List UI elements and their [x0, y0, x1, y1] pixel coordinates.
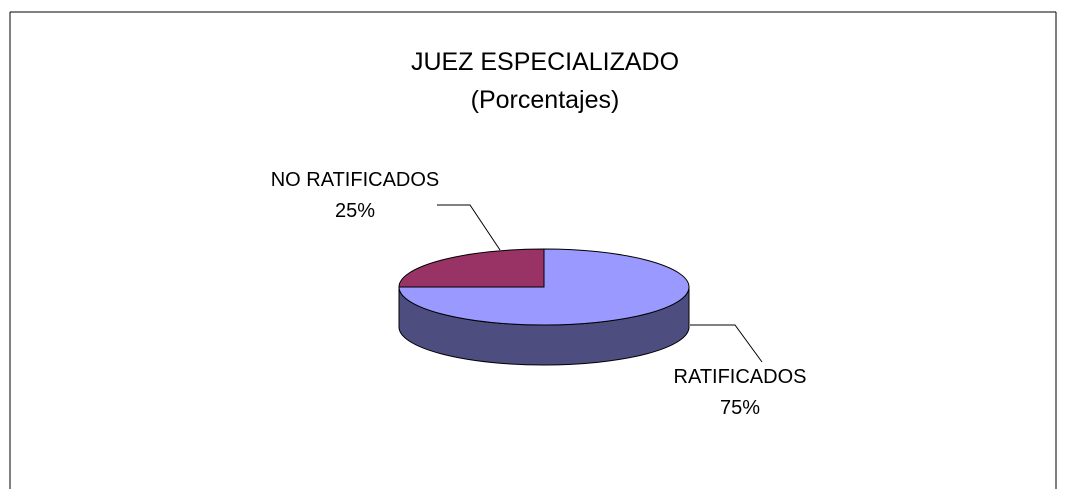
value-label: 75%: [719, 397, 761, 419]
leader-line: [437, 204, 501, 251]
leader-line: [690, 324, 763, 363]
pie-slice: [398, 248, 545, 288]
category-label: NO RATIFICADOS: [270, 169, 440, 191]
chart-subtitle: (Porcentajes): [471, 86, 620, 114]
chart-title: JUEZ ESPECIALIZADO: [411, 48, 679, 76]
data-label: RATIFICADOS 75%: [645, 362, 835, 424]
data-label: NO RATIFICADOS 25%: [260, 165, 450, 227]
category-label: RATIFICADOS: [673, 366, 807, 388]
value-label: 25%: [334, 200, 376, 222]
